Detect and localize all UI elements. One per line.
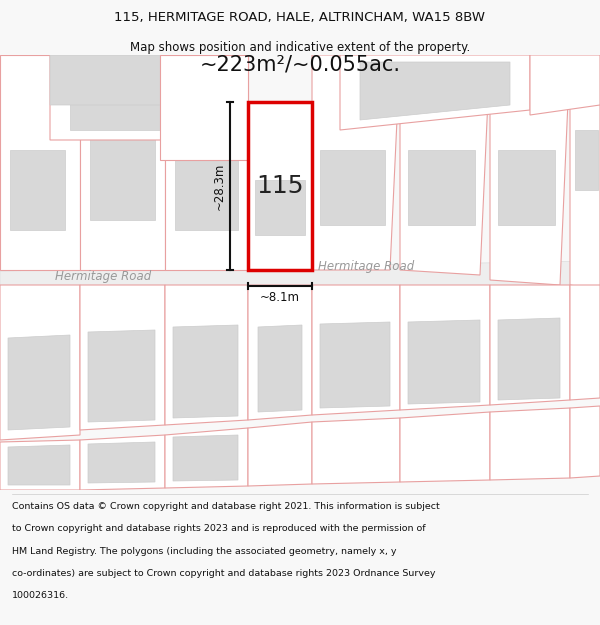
Polygon shape [165,428,248,488]
Polygon shape [408,320,480,404]
Polygon shape [0,55,80,270]
Polygon shape [90,130,155,220]
Polygon shape [10,150,65,230]
Polygon shape [490,55,570,285]
Text: 115, HERMITAGE ROAD, HALE, ALTRINCHAM, WA15 8BW: 115, HERMITAGE ROAD, HALE, ALTRINCHAM, W… [115,11,485,24]
Polygon shape [0,261,600,299]
Polygon shape [490,285,570,405]
Text: Hermitage Road: Hermitage Road [318,260,414,273]
Polygon shape [80,285,165,430]
Polygon shape [175,150,238,230]
Polygon shape [498,318,560,400]
Text: ~223m²/~0.055ac.: ~223m²/~0.055ac. [199,55,401,75]
Polygon shape [490,408,570,480]
Text: co-ordinates) are subject to Crown copyright and database rights 2023 Ordnance S: co-ordinates) are subject to Crown copyr… [12,569,436,578]
Polygon shape [80,435,165,490]
Polygon shape [173,435,238,481]
Polygon shape [312,55,400,270]
Polygon shape [498,150,555,225]
Polygon shape [50,55,230,105]
Text: Map shows position and indicative extent of the property.: Map shows position and indicative extent… [130,41,470,54]
Polygon shape [0,285,80,440]
Polygon shape [400,285,490,410]
Polygon shape [248,102,312,270]
Polygon shape [530,55,600,115]
Polygon shape [320,322,390,408]
Text: HM Land Registry. The polygons (including the associated geometry, namely x, y: HM Land Registry. The polygons (includin… [12,547,397,556]
Polygon shape [165,285,248,425]
Polygon shape [400,55,490,275]
Polygon shape [160,55,248,160]
Polygon shape [248,422,312,486]
Polygon shape [575,130,598,190]
Text: Contains OS data © Crown copyright and database right 2021. This information is : Contains OS data © Crown copyright and d… [12,502,440,511]
Polygon shape [312,285,400,415]
Polygon shape [248,285,312,420]
Polygon shape [570,285,600,400]
Text: 100026316.: 100026316. [12,591,69,600]
Text: to Crown copyright and database rights 2023 and is reproduced with the permissio: to Crown copyright and database rights 2… [12,524,425,533]
Polygon shape [400,412,490,482]
Polygon shape [8,445,70,485]
Polygon shape [8,335,70,430]
Polygon shape [88,442,155,483]
Polygon shape [0,440,80,490]
Text: 115: 115 [256,174,304,198]
Polygon shape [165,55,248,270]
Text: ~8.1m: ~8.1m [260,291,300,304]
Polygon shape [570,55,600,290]
Polygon shape [340,55,530,130]
Polygon shape [173,325,238,418]
Polygon shape [320,150,385,225]
Text: Hermitage Road: Hermitage Road [55,270,151,283]
Polygon shape [255,180,305,235]
Polygon shape [80,55,165,270]
Polygon shape [312,418,400,484]
Polygon shape [570,406,600,478]
Polygon shape [88,330,155,422]
Polygon shape [408,150,475,225]
Polygon shape [360,62,510,120]
Text: ~28.3m: ~28.3m [213,162,226,210]
Polygon shape [258,325,302,412]
Polygon shape [50,55,220,140]
Polygon shape [70,60,190,130]
